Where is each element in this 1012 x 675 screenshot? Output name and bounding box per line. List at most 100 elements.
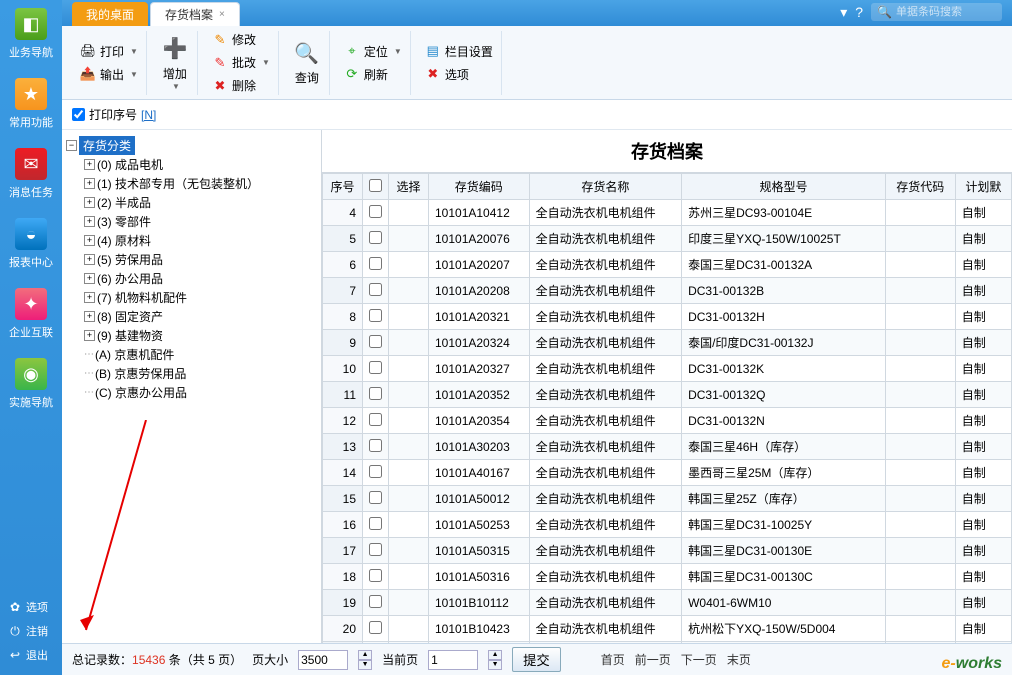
- table-row[interactable]: 510101A20076全自动洗衣机电机组件印度三星YXQ-150W/10025…: [323, 226, 1012, 252]
- submit-button[interactable]: 提交: [512, 647, 561, 672]
- nav-选项[interactable]: ✿选项: [0, 595, 62, 619]
- expand-icon[interactable]: +: [84, 235, 95, 246]
- table-row[interactable]: 1410101A40167全自动洗衣机电机组件墨西哥三星25M（库存）自制: [323, 460, 1012, 486]
- nav-企业互联[interactable]: ✦企业互联: [4, 288, 58, 340]
- refresh-button[interactable]: ⟳刷新: [342, 64, 404, 85]
- row-checkbox[interactable]: [369, 517, 382, 530]
- tree-node[interactable]: +(5) 劳保用品: [66, 250, 317, 269]
- expand-icon[interactable]: +: [84, 330, 95, 341]
- table-row[interactable]: 2010101B10423全自动洗衣机电机组件杭州松下YXQ-150W/5D00…: [323, 616, 1012, 642]
- expand-icon[interactable]: +: [84, 178, 95, 189]
- row-checkbox[interactable]: [369, 491, 382, 504]
- table-row[interactable]: 1210101A20354全自动洗衣机电机组件DC31-00132N自制: [323, 408, 1012, 434]
- tree-node[interactable]: ⋯(A) 京惠机配件: [66, 345, 317, 364]
- col-header[interactable]: 存货编码: [429, 174, 530, 200]
- row-checkbox[interactable]: [369, 231, 382, 244]
- tree-node[interactable]: +(8) 固定资产: [66, 307, 317, 326]
- tree-node[interactable]: +(9) 基建物资: [66, 326, 317, 345]
- expand-icon[interactable]: +: [84, 311, 95, 322]
- expand-icon[interactable]: +: [84, 292, 95, 303]
- page-size-input[interactable]: [298, 650, 348, 670]
- table-row[interactable]: 1710101A50315全自动洗衣机电机组件韩国三星DC31-00130E自制: [323, 538, 1012, 564]
- page-size-down[interactable]: ▼: [358, 660, 372, 670]
- row-checkbox[interactable]: [369, 361, 382, 374]
- tab-我的桌面[interactable]: 我的桌面: [72, 2, 148, 26]
- tree-node[interactable]: ⋯(C) 京惠办公用品: [66, 383, 317, 402]
- nav-报表中心[interactable]: ◒报表中心: [4, 218, 58, 270]
- row-checkbox[interactable]: [369, 283, 382, 296]
- nav-退出[interactable]: ↩退出: [0, 643, 62, 667]
- col-header[interactable]: 存货名称: [529, 174, 681, 200]
- tree-root[interactable]: − 存货分类: [66, 136, 317, 155]
- add-button[interactable]: ➕ 增加▼: [153, 31, 198, 95]
- table-row[interactable]: 1610101A50253全自动洗衣机电机组件韩国三星DC31-10025Y自制: [323, 512, 1012, 538]
- print-button[interactable]: 🖨打印▼: [78, 41, 140, 62]
- row-checkbox[interactable]: [369, 543, 382, 556]
- select-all-checkbox[interactable]: [369, 179, 382, 192]
- locate-button[interactable]: ⌖定位▼: [342, 41, 404, 62]
- tree-node[interactable]: +(6) 办公用品: [66, 269, 317, 288]
- row-checkbox[interactable]: [369, 257, 382, 270]
- tree-node[interactable]: +(0) 成品电机: [66, 155, 317, 174]
- tree-node[interactable]: +(7) 机物料机配件: [66, 288, 317, 307]
- table-row[interactable]: 810101A20321全自动洗衣机电机组件DC31-00132H自制: [323, 304, 1012, 330]
- search-box[interactable]: 🔍: [871, 3, 1002, 21]
- table-row[interactable]: 1310101A30203全自动洗衣机电机组件泰国三星46H（库存）自制: [323, 434, 1012, 460]
- row-checkbox[interactable]: [369, 205, 382, 218]
- nav-常用功能[interactable]: ★常用功能: [4, 78, 58, 130]
- col-header[interactable]: [363, 174, 389, 200]
- col-header[interactable]: 存货代码: [885, 174, 955, 200]
- delete-button[interactable]: ✖删除: [210, 75, 272, 96]
- tree-node[interactable]: +(3) 零部件: [66, 212, 317, 231]
- columns-button[interactable]: ▤栏目设置: [423, 41, 495, 62]
- row-checkbox[interactable]: [369, 335, 382, 348]
- table-row[interactable]: 1910101B10112全自动洗衣机电机组件W0401-6WM10自制: [323, 590, 1012, 616]
- nav-实施导航[interactable]: ◉实施导航: [4, 358, 58, 410]
- nav-消息任务[interactable]: ✉消息任务: [4, 148, 58, 200]
- nav-业务导航[interactable]: ◧业务导航: [4, 8, 58, 60]
- row-checkbox[interactable]: [369, 309, 382, 322]
- first-page[interactable]: 首页: [601, 651, 625, 668]
- tree-node[interactable]: +(1) 技术部专用（无包装整机）: [66, 174, 317, 193]
- table-row[interactable]: 1810101A50316全自动洗衣机电机组件韩国三星DC31-00130C自制: [323, 564, 1012, 590]
- row-checkbox[interactable]: [369, 569, 382, 582]
- table-row[interactable]: 1110101A20352全自动洗衣机电机组件DC31-00132Q自制: [323, 382, 1012, 408]
- tree-node[interactable]: ⋯(B) 京惠劳保用品: [66, 364, 317, 383]
- page-size-up[interactable]: ▲: [358, 650, 372, 660]
- row-checkbox[interactable]: [369, 439, 382, 452]
- table-row[interactable]: 1010101A20327全自动洗衣机电机组件DC31-00132K自制: [323, 356, 1012, 382]
- query-button[interactable]: 🔍 查询: [285, 31, 330, 95]
- export-button[interactable]: 📤输出▼: [78, 64, 140, 85]
- table-row[interactable]: 410101A10412全自动洗衣机电机组件苏州三星DC93-00104E自制: [323, 200, 1012, 226]
- expand-icon[interactable]: +: [84, 273, 95, 284]
- tab-存货档案[interactable]: 存货档案×: [150, 2, 240, 26]
- cur-page-up[interactable]: ▲: [488, 650, 502, 660]
- dropdown-icon[interactable]: ▾: [840, 4, 847, 21]
- nav-注销[interactable]: ⏻注销: [0, 619, 62, 643]
- edit-button[interactable]: ✎修改: [210, 29, 272, 50]
- data-table-wrap[interactable]: 序号选择存货编码存货名称规格型号存货代码计划默 410101A10412全自动洗…: [322, 173, 1012, 643]
- col-header[interactable]: 序号: [323, 174, 363, 200]
- row-checkbox[interactable]: [369, 413, 382, 426]
- expand-icon[interactable]: +: [84, 197, 95, 208]
- cur-page-input[interactable]: [428, 650, 478, 670]
- table-row[interactable]: 910101A20324全自动洗衣机电机组件泰国/印度DC31-00132J自制: [323, 330, 1012, 356]
- expand-icon[interactable]: +: [84, 254, 95, 265]
- table-row[interactable]: 1510101A50012全自动洗衣机电机组件韩国三星25Z（库存）自制: [323, 486, 1012, 512]
- next-page[interactable]: 下一页: [681, 651, 717, 668]
- print-seq-link[interactable]: [N]: [141, 108, 156, 122]
- row-checkbox[interactable]: [369, 621, 382, 634]
- tree-node[interactable]: +(4) 原材料: [66, 231, 317, 250]
- print-seq-checkbox[interactable]: [72, 108, 85, 121]
- expand-icon[interactable]: +: [84, 159, 95, 170]
- table-row[interactable]: 710101A20208全自动洗衣机电机组件DC31-00132B自制: [323, 278, 1012, 304]
- help-icon[interactable]: ?: [855, 4, 863, 20]
- last-page[interactable]: 末页: [727, 651, 751, 668]
- row-checkbox[interactable]: [369, 595, 382, 608]
- col-header[interactable]: 计划默: [955, 174, 1011, 200]
- collapse-icon[interactable]: −: [66, 140, 77, 151]
- expand-icon[interactable]: +: [84, 216, 95, 227]
- col-header[interactable]: 选择: [389, 174, 429, 200]
- close-icon[interactable]: ×: [219, 9, 225, 20]
- row-checkbox[interactable]: [369, 387, 382, 400]
